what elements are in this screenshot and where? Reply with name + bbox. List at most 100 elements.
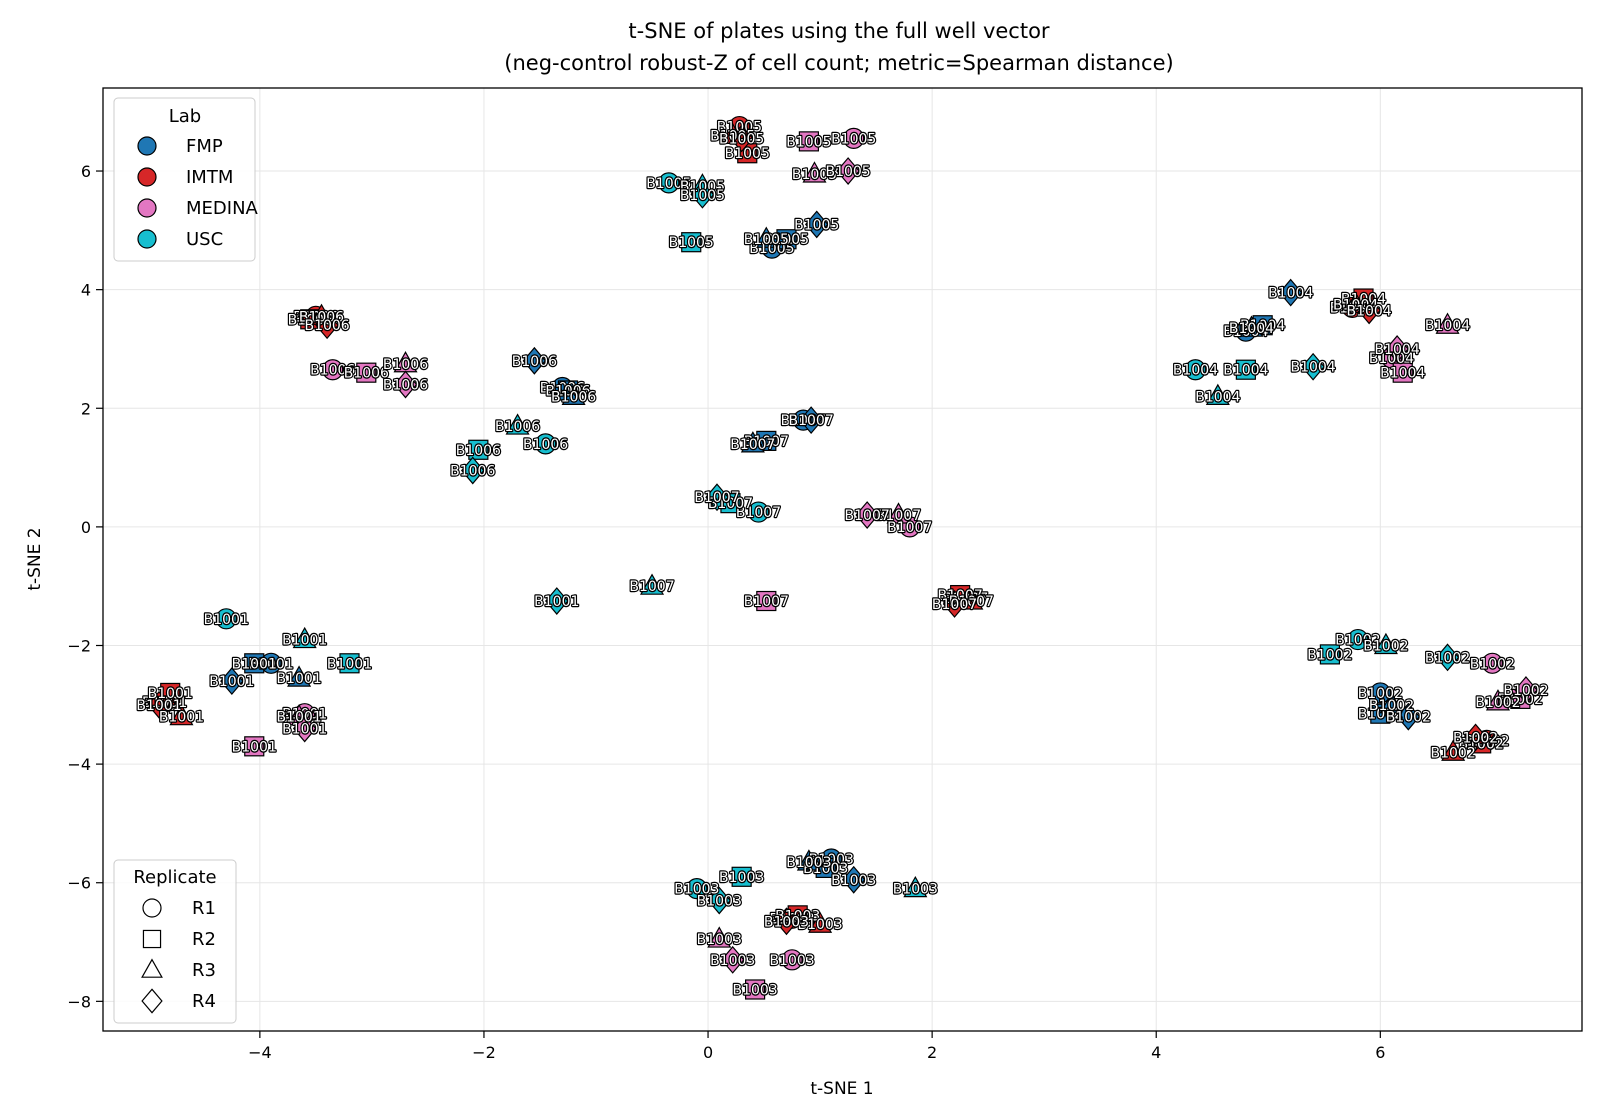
data-point	[169, 703, 194, 726]
data-point	[220, 667, 244, 696]
point-label: B1002	[1363, 638, 1408, 654]
data-point	[707, 886, 732, 915]
data-point	[244, 736, 265, 757]
point-label: B1004	[1425, 318, 1470, 334]
point-label: B1003	[786, 855, 831, 871]
data-point	[561, 383, 586, 406]
point-label: B1005	[786, 134, 831, 150]
point-label: B1006	[450, 464, 495, 480]
point-label: B1007	[744, 594, 789, 610]
point-label: B1002	[1369, 698, 1414, 714]
point-label: B1007	[629, 579, 674, 595]
point-label: B1006	[310, 363, 355, 379]
data-point	[322, 359, 344, 381]
point-label: B1003	[697, 932, 742, 948]
y-axis-label: t-SNE 2	[25, 527, 45, 590]
legend-marker-imtm	[137, 167, 157, 187]
data-point	[796, 849, 821, 871]
data-point	[315, 311, 339, 340]
grid-lines	[103, 88, 1582, 1031]
point-label: B1004	[1346, 303, 1391, 319]
legend-label-r1: R1	[192, 898, 216, 919]
y-tick-label: 0	[81, 518, 91, 537]
point-label: B1007	[744, 434, 789, 450]
point-label: B1007	[887, 520, 932, 536]
point-label: B1003	[769, 953, 814, 969]
y-tick-label: 2	[81, 399, 91, 418]
data-point	[942, 590, 967, 618]
point-label: B1002	[1453, 730, 1498, 746]
data-point	[731, 866, 752, 887]
data-point	[534, 433, 557, 455]
data-point	[658, 172, 680, 194]
lab-legend-title: Lab	[169, 106, 201, 127]
point-label: B1007	[943, 591, 988, 607]
legend-label-r4: R4	[192, 991, 216, 1012]
point-label: B1006	[523, 437, 568, 453]
point-label: B1004	[1369, 351, 1414, 367]
point-label: B1007	[730, 437, 775, 453]
data-point	[903, 875, 928, 898]
legend-label-fmp: FMP	[186, 136, 223, 157]
point-label: B1006	[495, 419, 540, 435]
point-label: B1006	[512, 354, 557, 370]
data-point	[705, 483, 729, 512]
point-label: B1007	[938, 588, 983, 604]
point-label: B1007	[781, 413, 826, 429]
point-label: B1006	[456, 443, 501, 459]
data-point	[843, 127, 865, 150]
point-label: B1005	[794, 217, 839, 233]
point-label: B1004	[1290, 360, 1335, 376]
x-tick-label: 6	[1375, 1043, 1385, 1062]
point-label: B1004	[1330, 300, 1375, 316]
data-point	[1481, 652, 1503, 674]
point-label: B1006	[383, 357, 428, 373]
data-point	[287, 665, 312, 687]
data-point	[339, 653, 360, 674]
legend-marker-usc	[137, 229, 157, 249]
data-point	[1373, 632, 1398, 655]
point-label: B1005	[792, 167, 837, 183]
legend-label-imtm: IMTM	[186, 167, 233, 188]
data-point	[729, 124, 754, 153]
point-label: B1007	[789, 413, 834, 429]
data-point	[747, 501, 770, 523]
point-label: B1004	[1375, 342, 1420, 358]
data-point	[720, 945, 745, 974]
x-tick-label: −4	[248, 1043, 272, 1062]
data-point	[886, 502, 911, 524]
data-point	[1385, 335, 1409, 363]
point-label: B1006	[344, 366, 389, 382]
point-label: B1006	[383, 378, 428, 394]
data-point	[690, 180, 715, 209]
x-tick-label: 0	[703, 1043, 713, 1062]
chart-subtitle: (neg-control robust-Z of cell count; met…	[504, 51, 1173, 75]
point-label: B1002	[1464, 733, 1509, 749]
point-label: B1003	[697, 894, 742, 910]
point-label: B1005	[680, 179, 725, 195]
point-label: B1001	[248, 656, 293, 672]
point-label: B1002	[1475, 695, 1520, 711]
data-point	[841, 865, 866, 894]
point-label: B1001	[148, 686, 193, 702]
data-point	[244, 653, 265, 674]
data-point	[505, 413, 530, 435]
point-label: B1003	[769, 911, 814, 927]
point-label: B1002	[1503, 683, 1548, 699]
data-point	[799, 406, 823, 435]
point-label: B1001	[276, 710, 321, 726]
point-label: B1004	[1173, 363, 1218, 379]
point-label: B1004	[1195, 389, 1240, 405]
data-point	[1435, 643, 1460, 672]
point-label: B1003	[710, 953, 755, 969]
data-point	[1463, 723, 1488, 752]
point-label: B1005	[725, 146, 770, 162]
data-point	[1392, 362, 1413, 383]
point-label: B1006	[551, 389, 596, 405]
x-axis-label: t-SNE 1	[810, 1079, 873, 1099]
x-tick-label: −2	[472, 1043, 496, 1062]
point-label: B1003	[797, 917, 842, 933]
data-point	[808, 911, 833, 933]
x-tick-label: 2	[927, 1043, 937, 1062]
data-point	[1379, 692, 1404, 714]
